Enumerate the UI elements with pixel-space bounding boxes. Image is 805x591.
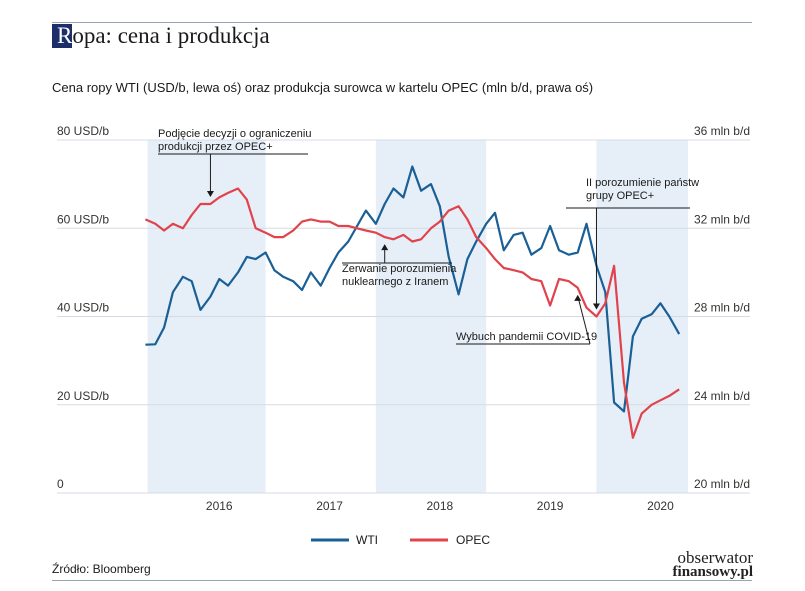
annotation-arrowhead: [381, 244, 389, 251]
left-axis-tick-label: 80 USD/b: [57, 124, 109, 138]
annotation-text: Wybuch pandemii COVID-19: [456, 331, 597, 343]
annotation-text: Podjęcie decyzji o ograniczeniu: [158, 128, 311, 140]
page-title: Ropa: cena i produkcja: [57, 22, 270, 50]
source-note: Źródło: Bloomberg: [52, 562, 151, 576]
left-axis-tick-label: 0: [57, 477, 64, 491]
annotation-text: Zerwanie porozumienia: [342, 263, 457, 275]
footer-rule: [52, 580, 752, 581]
annotation-3: Wybuch pandemii COVID-19: [456, 294, 597, 345]
x-axis-tick-label: 2019: [537, 499, 564, 513]
right-axis-tick-label: 36 mln b/d: [694, 124, 750, 138]
legend-label-wti: WTI: [356, 533, 378, 547]
right-axis-tick-label: 32 mln b/d: [694, 212, 750, 226]
title-initial: R: [57, 23, 73, 48]
annotation-arrowhead: [574, 294, 582, 301]
annotation-text: grupy OPEC+: [586, 190, 654, 202]
annotation-arrowhead: [592, 303, 600, 310]
chart-subtitle: Cena ropy WTI (USD/b, lewa oś) oraz prod…: [52, 80, 594, 95]
annotation-text: nuklearnego z Iranem: [342, 276, 448, 288]
header-rule: [52, 22, 752, 23]
title-text: opa: cena i produkcja: [72, 23, 270, 48]
x-axis-tick-label: 2017: [316, 499, 343, 513]
logo-line-2: finansowy.pl: [672, 564, 753, 580]
annotation-pointer: [577, 295, 591, 345]
left-axis-tick-label: 40 USD/b: [57, 301, 109, 315]
left-axis-tick-label: 20 USD/b: [57, 389, 109, 403]
annotation-text: produkcji przez OPEC+: [158, 141, 273, 153]
annotation-text: II porozumienie państw: [586, 177, 699, 189]
right-axis-tick-label: 24 mln b/d: [694, 389, 750, 403]
annotation-arrowhead: [206, 190, 214, 197]
series-line-opec: [144, 187, 680, 439]
left-axis-tick-label: 60 USD/b: [57, 212, 109, 226]
title-accent-box: [52, 24, 72, 48]
annotation-1: Podjęcie decyzji o ograniczeniuprodukcji…: [158, 128, 311, 197]
logo-line-1: obserwator: [677, 548, 753, 567]
x-axis-tick-label: 2020: [647, 499, 674, 513]
legend-label-opec: OPEC: [456, 533, 490, 547]
series-line-wti: [145, 165, 681, 413]
right-axis-tick-label: 28 mln b/d: [694, 301, 750, 315]
publisher-logo: obserwator finansowy.pl: [672, 548, 753, 580]
x-axis-tick-label: 2018: [426, 499, 453, 513]
x-axis-tick-label: 2016: [206, 499, 233, 513]
right-axis-tick-label: 20 mln b/d: [694, 477, 750, 491]
